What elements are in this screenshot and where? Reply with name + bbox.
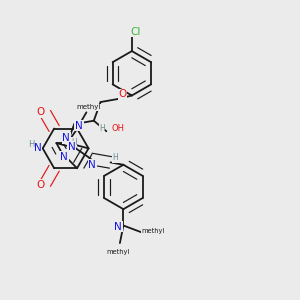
Text: methyl: methyl — [76, 104, 101, 110]
Text: H: H — [71, 138, 77, 147]
Text: N: N — [60, 152, 68, 162]
Text: N: N — [88, 160, 96, 170]
Text: N: N — [75, 121, 83, 131]
Text: Cl: Cl — [130, 27, 141, 37]
Text: O: O — [36, 180, 44, 190]
Text: H: H — [112, 153, 118, 162]
Text: H: H — [28, 140, 34, 149]
Text: N: N — [68, 142, 75, 152]
Text: H: H — [99, 124, 105, 134]
Text: O: O — [118, 89, 127, 99]
Text: methyl: methyl — [106, 249, 129, 255]
Text: OH: OH — [112, 124, 124, 134]
Text: N: N — [34, 143, 41, 153]
Text: O: O — [36, 107, 44, 117]
Text: N: N — [62, 133, 70, 143]
Text: methyl: methyl — [141, 228, 164, 234]
Text: N: N — [114, 222, 122, 232]
